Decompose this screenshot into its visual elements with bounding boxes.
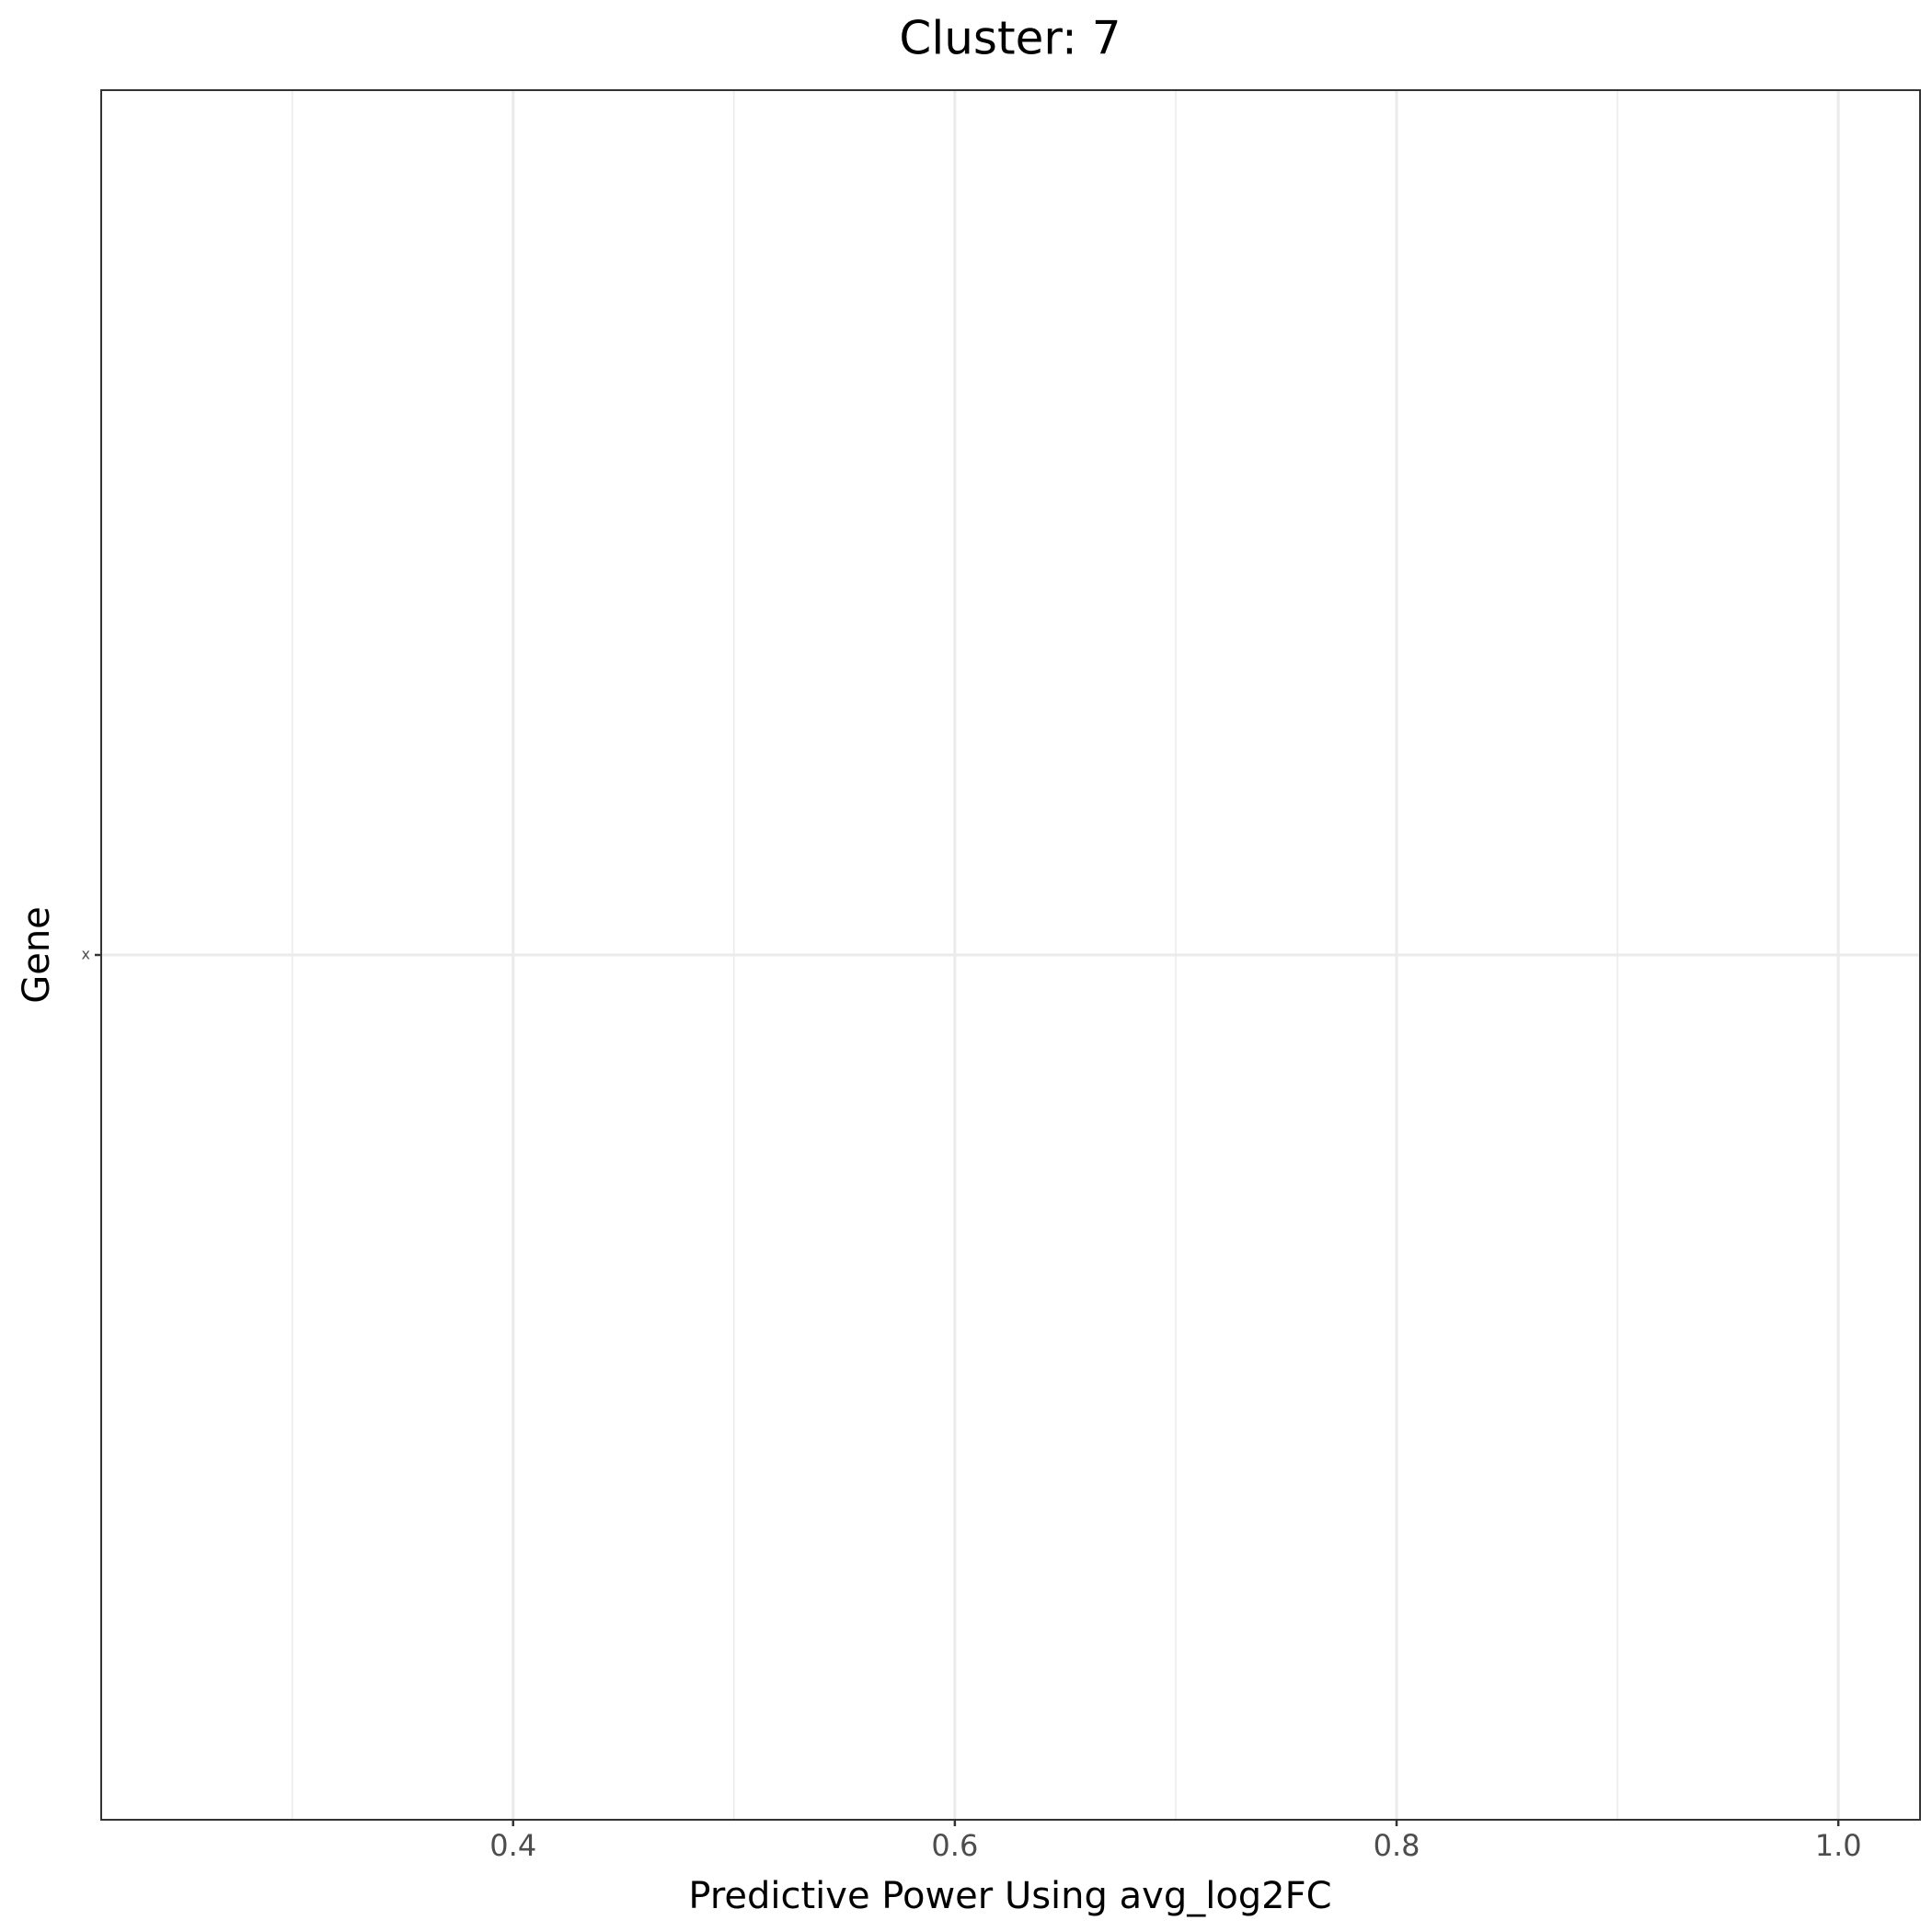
- x-tick-label: 0.4: [489, 1828, 536, 1863]
- panel-border: [100, 89, 1921, 1821]
- x-tick-label: 1.0: [1815, 1828, 1862, 1863]
- x-tick-label: 0.6: [931, 1828, 978, 1863]
- y-tick-label: x: [82, 946, 90, 963]
- x-tick-label: 0.8: [1374, 1828, 1420, 1863]
- x-axis-title: Predictive Power Using avg_log2FC: [688, 1875, 1331, 1917]
- y-axis-title: Gene: [16, 906, 58, 1004]
- chart-title: Cluster: 7: [899, 12, 1121, 65]
